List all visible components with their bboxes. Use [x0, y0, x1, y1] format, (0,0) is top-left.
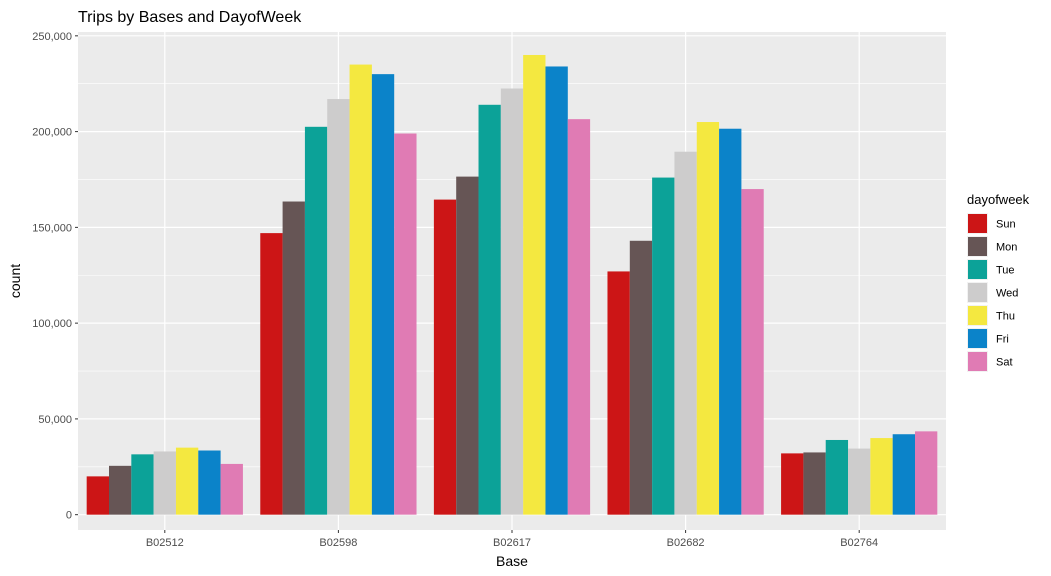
y-tick-label: 50,000	[38, 414, 72, 426]
bar-fri-b02617	[545, 66, 568, 515]
bar-sat-b02764	[915, 431, 938, 515]
y-axis-title: count	[7, 264, 23, 298]
bar-sun-b02764	[781, 453, 804, 515]
bar-wed-b02598	[327, 99, 350, 515]
legend-label-thu: Thu	[996, 311, 1015, 323]
legend-key-sat	[968, 352, 987, 371]
bar-mon-b02598	[282, 201, 305, 515]
legend-key-mon	[968, 237, 987, 256]
bar-tue-b02598	[304, 126, 328, 515]
bar-wed-b02617	[500, 88, 524, 515]
bar-tue-b02682	[652, 177, 675, 515]
bar-sun-b02617	[433, 199, 457, 515]
bar-tue-b02617	[478, 104, 501, 515]
legend-title: dayofweek	[967, 192, 1030, 207]
legend-key-tue	[968, 260, 987, 279]
x-axis: B02512 B02598 B02617 B02682 B02764	[146, 530, 878, 549]
legend-key-sun	[968, 214, 987, 233]
legend-key-thu	[968, 306, 987, 325]
bar-thu-b02682	[696, 122, 720, 515]
chart-title: Trips by Bases and DayofWeek	[78, 9, 302, 26]
y-tick-label: 0	[66, 510, 72, 522]
bar-tue-b02512	[131, 454, 154, 515]
bar-sat-b02617	[567, 119, 591, 515]
bar-sat-b02682	[741, 189, 764, 515]
bar-sun-b02512	[86, 476, 109, 515]
bar-thu-b02512	[175, 447, 199, 515]
legend-label-mon: Mon	[996, 242, 1017, 254]
bar-thu-b02598	[349, 64, 372, 515]
bar-fri-b02598	[371, 74, 395, 515]
bar-mon-b02764	[803, 452, 826, 515]
bar-mon-b02617	[456, 176, 479, 515]
y-axis: 0 50,000 100,000 150,000 200,000 250,000	[32, 31, 78, 522]
y-tick-label: 250,000	[32, 31, 72, 43]
bar-mon-b02682	[629, 240, 653, 515]
legend: dayofweek Sun Mon Tue Wed Thu Fri Sat	[967, 192, 1030, 372]
legend-key-wed	[968, 283, 987, 302]
legend-key-fri	[968, 329, 987, 348]
x-tick-label: B02598	[319, 537, 357, 549]
bar-mon-b02512	[109, 465, 132, 515]
bar-sun-b02682	[607, 271, 630, 515]
bar-fri-b02764	[892, 434, 915, 515]
bar-sun-b02598	[260, 233, 283, 515]
bar-fri-b02682	[719, 128, 742, 515]
x-tick-label: B02682	[667, 537, 705, 549]
legend-label-wed: Wed	[996, 288, 1018, 300]
bar-wed-b02682	[674, 151, 697, 515]
x-axis-title: Base	[496, 553, 528, 569]
bar-sat-b02512	[220, 463, 243, 515]
x-tick-label: B02512	[146, 537, 184, 549]
bar-sat-b02598	[394, 133, 417, 515]
bar-wed-b02512	[153, 451, 176, 515]
x-tick-label: B02764	[840, 537, 878, 549]
legend-label-tue: Tue	[996, 265, 1015, 277]
bar-wed-b02764	[848, 448, 871, 515]
y-tick-label: 200,000	[32, 127, 72, 139]
legend-label-sat: Sat	[996, 357, 1013, 369]
bar-fri-b02512	[198, 450, 221, 515]
legend-label-sun: Sun	[996, 219, 1016, 231]
y-tick-label: 150,000	[32, 222, 72, 234]
y-tick-label: 100,000	[32, 318, 72, 330]
legend-label-fri: Fri	[996, 334, 1009, 346]
bar-thu-b02764	[870, 438, 893, 515]
bar-group	[86, 54, 938, 515]
x-tick-label: B02617	[493, 537, 531, 549]
bar-tue-b02764	[825, 439, 849, 515]
bar-thu-b02617	[523, 54, 546, 515]
